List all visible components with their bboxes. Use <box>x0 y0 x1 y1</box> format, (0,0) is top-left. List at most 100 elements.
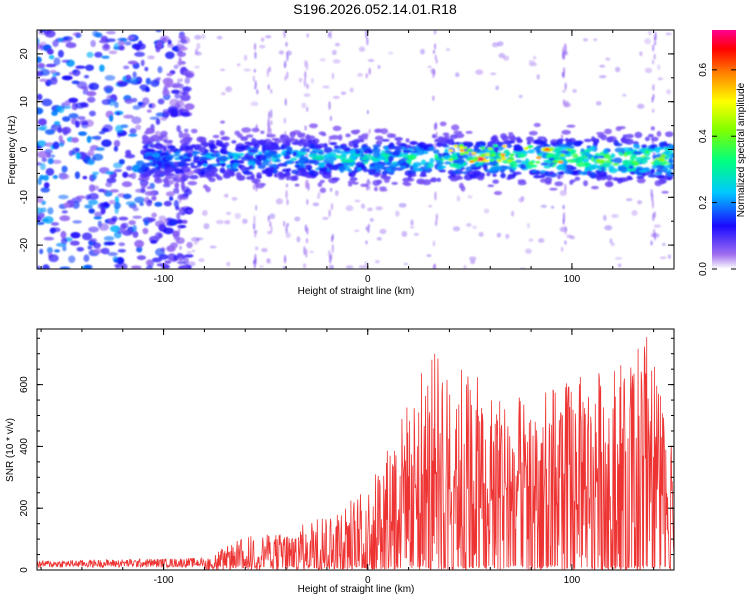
heat-cell <box>404 144 412 149</box>
heat-cell <box>104 74 116 81</box>
heat-cell <box>251 178 261 184</box>
heat-cell <box>224 193 229 198</box>
heat-cell <box>332 95 340 99</box>
heat-cell <box>163 80 174 88</box>
heat-cell <box>366 110 370 115</box>
heat-cell <box>192 151 201 155</box>
heat-cell <box>173 177 183 183</box>
heat-cell <box>47 157 54 165</box>
heat-cell <box>367 226 370 234</box>
heat-cell <box>239 176 244 181</box>
heat-cell <box>225 211 232 216</box>
heat-cell <box>42 174 49 181</box>
heat-cell <box>171 89 181 94</box>
heat-cell <box>490 72 497 76</box>
heat-cell <box>92 174 97 180</box>
heat-cell <box>297 140 304 147</box>
heat-cell <box>254 51 257 60</box>
heat-cell <box>261 147 266 154</box>
heat-cell <box>489 159 499 167</box>
heat-cell <box>47 207 54 215</box>
heat-cell <box>253 229 258 234</box>
heat-cell <box>657 64 661 71</box>
heat-cell <box>176 213 180 221</box>
heat-cell <box>90 185 100 191</box>
heat-cell <box>661 190 669 194</box>
heat-cell <box>490 135 498 143</box>
heat-cell <box>62 174 70 180</box>
snr-ticks: -100 0 100 0 200 400 600 <box>19 329 674 586</box>
heat-cell <box>657 77 664 81</box>
heat-cell <box>604 225 613 231</box>
heat-cell <box>366 37 369 46</box>
heat-cell <box>117 37 129 42</box>
heat-cell <box>51 110 58 116</box>
heat-cell <box>458 144 464 147</box>
heat-cell <box>53 121 61 125</box>
heat-cell <box>565 141 574 146</box>
heat-cell <box>492 173 497 177</box>
heat-cell <box>329 187 333 192</box>
heat-cell <box>305 238 309 244</box>
heat-cell <box>178 58 182 68</box>
heat-cell <box>106 177 117 184</box>
heat-cell <box>291 169 299 175</box>
heat-cell <box>71 137 79 143</box>
heat-cell <box>322 172 332 179</box>
heat-cell <box>88 82 100 91</box>
heat-cell <box>368 128 371 134</box>
heat-cell <box>114 263 123 268</box>
heat-cell <box>283 162 288 167</box>
heat-cell <box>177 39 180 49</box>
heat-cell <box>80 85 89 90</box>
heat-cell <box>292 175 299 181</box>
heat-cell <box>155 112 166 117</box>
heat-cell <box>463 151 469 155</box>
heat-cell <box>234 212 242 220</box>
heat-cell <box>636 177 646 184</box>
heat-cell <box>536 156 542 159</box>
heat-cell <box>198 258 205 263</box>
heat-cell <box>667 254 672 259</box>
heat-cell <box>312 202 320 207</box>
heat-cell <box>367 207 373 212</box>
heat-cell <box>408 154 416 161</box>
heat-cell <box>599 75 607 79</box>
heat-cell <box>347 168 353 173</box>
heat-cell <box>94 51 103 58</box>
heat-cell <box>243 68 252 72</box>
heat-cell <box>449 134 458 140</box>
heat-cell <box>331 233 335 241</box>
heat-cell <box>252 75 256 82</box>
heat-cell <box>288 137 296 142</box>
heat-cell <box>157 98 165 105</box>
heat-cell <box>465 130 473 134</box>
heat-cell <box>526 222 531 229</box>
heat-cell <box>540 204 547 208</box>
heat-cell <box>148 138 155 143</box>
heat-cell <box>331 177 340 181</box>
heat-cell <box>660 154 667 158</box>
heat-cell <box>145 86 150 93</box>
heat-cell <box>237 152 245 157</box>
heat-cell <box>612 177 619 181</box>
heat-cell <box>650 240 653 246</box>
heat-cell <box>101 43 111 51</box>
heat-cell <box>83 74 90 79</box>
heat-cell <box>285 225 288 234</box>
heat-cell <box>280 143 287 150</box>
heat-cell <box>603 214 607 221</box>
colorbar-tick-label: 0.4 <box>698 129 709 143</box>
heat-cell <box>459 149 465 153</box>
heat-cell <box>131 116 142 124</box>
heat-cell <box>388 51 394 55</box>
heat-cell <box>637 200 643 205</box>
heat-cell <box>595 172 603 179</box>
heat-cell <box>306 199 309 205</box>
heat-cell <box>68 113 79 119</box>
heat-cell <box>561 71 565 78</box>
heat-cell <box>375 172 382 176</box>
heat-cell <box>248 149 256 153</box>
heat-cell <box>166 72 173 77</box>
heat-cell <box>131 265 142 269</box>
